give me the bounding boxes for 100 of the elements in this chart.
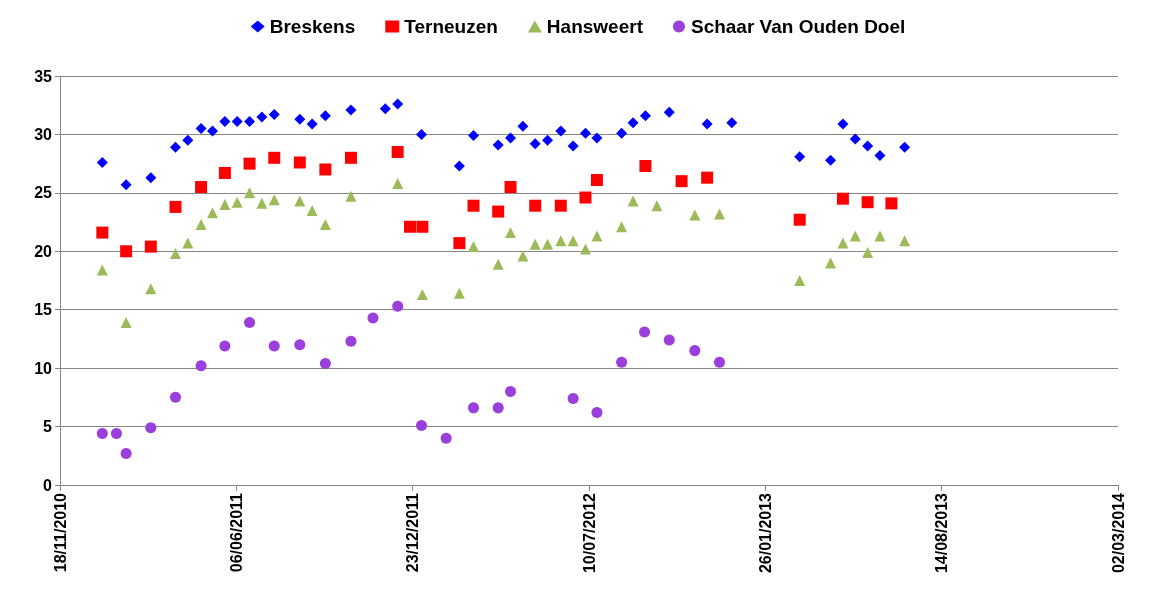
point bbox=[195, 181, 208, 194]
point bbox=[195, 123, 207, 135]
point bbox=[825, 154, 837, 166]
y-tick-label: 0 bbox=[43, 476, 53, 494]
point bbox=[651, 200, 663, 212]
point bbox=[504, 181, 517, 194]
x-tick-label: 14/08/2013 bbox=[933, 492, 951, 574]
point bbox=[825, 257, 837, 269]
point bbox=[195, 360, 207, 372]
point bbox=[145, 172, 157, 184]
point bbox=[144, 240, 157, 253]
point bbox=[268, 109, 280, 121]
point bbox=[306, 204, 318, 216]
y-tick-label: 30 bbox=[34, 125, 53, 143]
point bbox=[529, 238, 541, 250]
point bbox=[542, 238, 554, 250]
point bbox=[319, 163, 332, 176]
point bbox=[468, 402, 479, 414]
point bbox=[345, 335, 357, 347]
point bbox=[319, 110, 331, 122]
point bbox=[837, 237, 849, 249]
point bbox=[256, 111, 268, 123]
point bbox=[627, 195, 639, 207]
point bbox=[675, 175, 688, 188]
point bbox=[170, 248, 181, 260]
point bbox=[713, 208, 725, 220]
point bbox=[468, 241, 479, 253]
point bbox=[663, 334, 675, 346]
point bbox=[591, 407, 603, 419]
point bbox=[468, 130, 479, 142]
legend-label: Breskens bbox=[269, 16, 356, 37]
point bbox=[862, 140, 874, 152]
point bbox=[689, 209, 701, 221]
point bbox=[861, 196, 874, 209]
point bbox=[579, 127, 591, 139]
point bbox=[616, 127, 628, 139]
legend-label: Hansweert bbox=[546, 16, 644, 37]
point bbox=[453, 237, 466, 250]
point bbox=[701, 171, 714, 184]
point bbox=[726, 117, 738, 129]
point bbox=[268, 194, 280, 206]
point bbox=[182, 237, 194, 249]
point bbox=[345, 104, 357, 116]
point bbox=[555, 235, 567, 247]
point bbox=[440, 432, 452, 444]
point bbox=[567, 140, 579, 152]
point bbox=[453, 287, 465, 299]
point bbox=[145, 283, 157, 295]
point bbox=[294, 195, 306, 207]
point bbox=[195, 218, 207, 230]
point bbox=[170, 391, 181, 403]
point bbox=[874, 149, 886, 161]
point bbox=[404, 220, 417, 233]
point bbox=[517, 120, 529, 132]
y-tick-label: 10 bbox=[34, 359, 53, 377]
point bbox=[639, 110, 651, 122]
point bbox=[268, 151, 281, 164]
point bbox=[701, 118, 713, 130]
point bbox=[591, 230, 603, 242]
point bbox=[492, 205, 505, 218]
point bbox=[505, 386, 517, 398]
point bbox=[416, 220, 429, 233]
point bbox=[96, 428, 108, 440]
x-tick-label: 23/12/2011 bbox=[404, 492, 422, 573]
point bbox=[110, 428, 122, 440]
point bbox=[415, 128, 427, 140]
point bbox=[849, 230, 861, 242]
point bbox=[96, 156, 108, 168]
point bbox=[579, 243, 591, 255]
point bbox=[505, 132, 517, 144]
point bbox=[367, 312, 379, 324]
point bbox=[120, 317, 132, 329]
point bbox=[207, 207, 219, 219]
point bbox=[567, 393, 579, 405]
point bbox=[639, 159, 652, 172]
point bbox=[517, 250, 529, 262]
point bbox=[120, 447, 132, 459]
point bbox=[885, 197, 898, 210]
point bbox=[170, 141, 181, 153]
point bbox=[244, 187, 256, 199]
point bbox=[492, 139, 504, 151]
y-tick-label: 15 bbox=[34, 301, 53, 319]
point bbox=[689, 345, 701, 357]
point bbox=[899, 141, 911, 153]
point bbox=[256, 197, 268, 209]
legend-label: Schaar Van Ouden Doel bbox=[690, 16, 906, 37]
point bbox=[344, 151, 357, 164]
x-tick-label: 02/03/2014 bbox=[1109, 492, 1127, 574]
point bbox=[219, 199, 231, 211]
point bbox=[467, 199, 480, 212]
point bbox=[862, 246, 874, 258]
point bbox=[231, 116, 243, 128]
point bbox=[529, 199, 542, 212]
point bbox=[219, 340, 231, 352]
point bbox=[793, 213, 806, 226]
point bbox=[639, 326, 651, 338]
point bbox=[219, 116, 231, 128]
point bbox=[453, 160, 465, 172]
point bbox=[120, 245, 133, 258]
point bbox=[663, 106, 675, 118]
